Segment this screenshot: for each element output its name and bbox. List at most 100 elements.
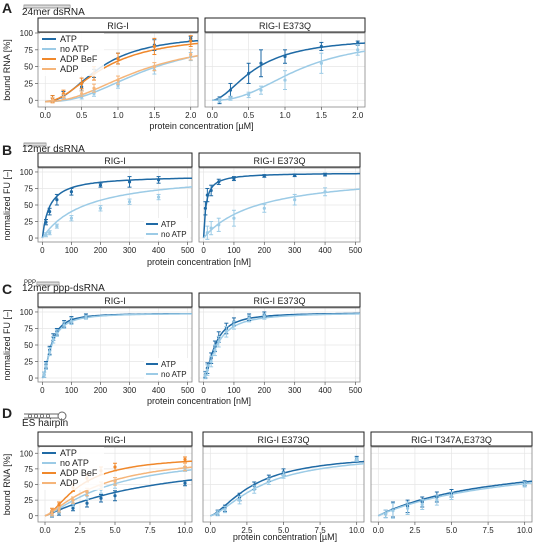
legend-label: ADP xyxy=(60,478,79,488)
y-tick-label: 25 xyxy=(24,218,33,227)
x-tick-label: 400 xyxy=(152,386,166,395)
hairpin-loop-icon xyxy=(57,411,67,421)
legend-label: ADP BeF xyxy=(60,54,98,64)
data-point xyxy=(42,373,46,377)
data-point xyxy=(189,52,193,57)
x-tick-label: 500 xyxy=(349,386,363,395)
data-point xyxy=(405,506,410,510)
data-point xyxy=(217,98,222,102)
data-point xyxy=(99,496,103,500)
x-tick-label: 2.0 xyxy=(185,111,197,120)
x-tick-label: 7.5 xyxy=(483,526,495,535)
data-point xyxy=(319,61,323,65)
data-point xyxy=(98,183,103,187)
data-point xyxy=(232,216,236,220)
data-point xyxy=(205,193,209,197)
y-tick-label: 50 xyxy=(24,341,33,350)
x-tick-label: 100 xyxy=(65,386,79,395)
x-tick-label: 1.5 xyxy=(149,111,161,120)
data-point xyxy=(435,498,439,502)
x-tick-label: 2.0 xyxy=(352,111,364,120)
data-point xyxy=(237,498,242,502)
x-tick-label: 300 xyxy=(123,246,137,255)
data-point xyxy=(51,338,55,342)
x-tick-label: 100 xyxy=(65,246,79,255)
data-point xyxy=(355,457,359,462)
y-tick-label: 50 xyxy=(24,201,33,210)
data-point xyxy=(356,41,360,45)
data-point xyxy=(183,465,187,469)
data-point xyxy=(391,509,395,513)
data-point xyxy=(252,487,256,492)
data-point xyxy=(323,173,327,177)
data-point xyxy=(205,231,209,235)
data-point xyxy=(217,340,221,344)
data-point xyxy=(384,512,388,516)
data-point xyxy=(127,200,132,204)
ppp-label: PPP xyxy=(24,280,36,286)
data-point xyxy=(113,465,117,469)
data-point xyxy=(189,39,193,43)
y-axis-label: bound RNA [%] xyxy=(2,39,12,101)
facet-title: RIG-I xyxy=(104,156,126,166)
data-point xyxy=(48,350,52,354)
y-tick-label: 25 xyxy=(24,358,33,367)
data-point xyxy=(71,498,75,502)
data-point xyxy=(183,481,187,485)
data-point xyxy=(69,319,74,323)
x-tick-label: 500 xyxy=(181,246,195,255)
y-axis-label: bound RNA [%] xyxy=(2,454,12,516)
data-point xyxy=(152,65,156,69)
x-tick-label: 1.5 xyxy=(316,111,328,120)
facet-title: RIG-I E373Q xyxy=(253,156,305,166)
x-tick-label: 400 xyxy=(318,246,332,255)
data-point xyxy=(92,86,96,90)
data-point xyxy=(209,359,213,364)
data-point xyxy=(262,206,266,210)
data-point xyxy=(247,71,251,75)
facet-strip xyxy=(204,17,366,33)
substrate-label: 12mer dsRNA xyxy=(22,144,85,155)
x-tick-label: 5.0 xyxy=(109,526,121,535)
x-axis-label: protein concentration [nM] xyxy=(147,396,251,406)
x-tick-label: 0.0 xyxy=(40,111,52,120)
y-tick-label: 75 xyxy=(24,184,33,193)
data-point xyxy=(319,44,323,49)
data-point xyxy=(98,206,103,210)
x-tick-label: 0 xyxy=(40,246,45,255)
facet-strip xyxy=(370,431,533,447)
fit-curve xyxy=(212,50,366,102)
y-tick-label: 0 xyxy=(29,96,34,105)
y-axis-label: normalized FU [–] xyxy=(2,309,12,380)
data-point xyxy=(156,178,161,182)
fit-curve xyxy=(202,172,360,239)
plot-frame xyxy=(198,167,361,243)
data-point xyxy=(113,494,117,498)
data-point xyxy=(293,198,297,202)
substrate-label: 12mer ppp-dsRNA xyxy=(22,283,105,294)
data-point xyxy=(55,224,59,228)
x-tick-label: 100 xyxy=(227,246,241,255)
y-tick-label: 0 xyxy=(29,512,34,521)
data-point xyxy=(203,206,207,210)
data-point xyxy=(61,95,66,99)
y-tick-label: 75 xyxy=(24,465,33,474)
panel-b: B 12mer dsRNA normalized FU [–] protein con… xyxy=(2,142,363,267)
data-point xyxy=(217,223,221,227)
fit-curve xyxy=(45,54,199,103)
fit-curve xyxy=(203,188,361,239)
data-point xyxy=(224,330,228,334)
x-tick-label: 0.5 xyxy=(76,111,88,120)
x-tick-label: 300 xyxy=(288,246,302,255)
x-tick-label: 10.0 xyxy=(349,526,365,535)
data-point xyxy=(116,56,120,61)
x-tick-label: 200 xyxy=(94,246,108,255)
facet-strip xyxy=(37,17,199,33)
data-point xyxy=(152,44,156,49)
facet: RIG-I 0 100 200 300 400 500 0 25 50 75 100 xyxy=(20,292,195,395)
x-tick-label: 5.0 xyxy=(278,526,290,535)
fit-curve xyxy=(41,177,192,239)
data-point xyxy=(55,331,59,335)
fit-curve xyxy=(44,466,193,517)
